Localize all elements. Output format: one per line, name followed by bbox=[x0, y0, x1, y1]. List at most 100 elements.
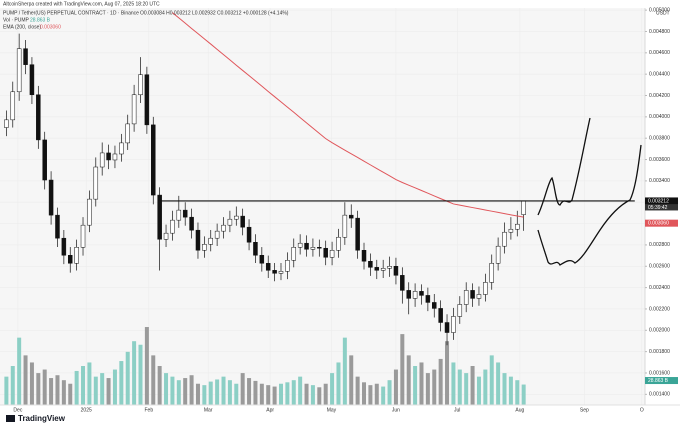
candle-body bbox=[23, 48, 28, 65]
candle-body bbox=[246, 226, 252, 243]
candle-body bbox=[259, 255, 265, 264]
volume-bar bbox=[438, 358, 443, 405]
volume-bar bbox=[189, 375, 194, 405]
candle-body bbox=[87, 198, 92, 226]
candle-body bbox=[106, 152, 111, 161]
volume-bar bbox=[521, 384, 526, 405]
volume-bar bbox=[81, 366, 86, 405]
volume-bar bbox=[323, 383, 328, 405]
axis-layer: 0.001400 0.001600 0.001800 0.002000 0.002200… bbox=[13, 7, 678, 413]
volume-bar bbox=[157, 366, 162, 405]
plot-area bbox=[0, 8, 645, 405]
volume-tag bbox=[645, 377, 678, 385]
candle-body bbox=[432, 302, 437, 309]
volume-bar bbox=[68, 383, 73, 405]
volume-bar bbox=[221, 376, 226, 405]
candle-body bbox=[317, 247, 322, 249]
volume-bar bbox=[387, 380, 392, 405]
candle-body bbox=[508, 228, 514, 233]
candle-body bbox=[163, 232, 169, 240]
volume-bar bbox=[176, 380, 181, 405]
candle-body bbox=[131, 94, 137, 125]
candle-body bbox=[483, 282, 488, 295]
volume-bar bbox=[476, 376, 481, 405]
y-tick-label: 0.002200 bbox=[649, 306, 670, 312]
candle-layer bbox=[4, 33, 526, 346]
volume-bar bbox=[119, 361, 124, 405]
volume-bar bbox=[259, 383, 264, 405]
x-tick-label: Apr bbox=[266, 407, 274, 413]
volume-bar bbox=[298, 376, 303, 405]
volume-bar bbox=[215, 379, 220, 405]
volume-bar bbox=[240, 373, 245, 405]
volume-bar bbox=[227, 380, 232, 405]
volume-bar bbox=[266, 385, 271, 405]
legend-volume-value: 28.863 B bbox=[30, 17, 51, 23]
candle-body bbox=[234, 215, 239, 220]
volume-bar bbox=[112, 369, 117, 405]
candle-body bbox=[214, 230, 220, 239]
candle-body bbox=[80, 224, 86, 248]
volume-bar bbox=[272, 386, 277, 405]
candle-body bbox=[227, 218, 233, 226]
volume-bar bbox=[87, 362, 92, 405]
volume-bar bbox=[349, 355, 354, 405]
candle-body bbox=[419, 291, 424, 296]
candle-body bbox=[4, 119, 9, 128]
volume-bar bbox=[355, 376, 360, 405]
candle-body bbox=[457, 304, 463, 317]
candle-body bbox=[125, 123, 130, 144]
volume-bar bbox=[413, 366, 418, 405]
volume-bar bbox=[74, 370, 79, 405]
candle-body bbox=[285, 260, 290, 272]
volume-bar bbox=[368, 385, 373, 405]
x-tick-label: Dec bbox=[13, 407, 22, 413]
x-tick-label: Feb bbox=[144, 407, 153, 413]
x-tick-label: 2025 bbox=[81, 407, 92, 413]
candle-body bbox=[342, 214, 348, 238]
volume-bar bbox=[502, 373, 507, 405]
volume-bar bbox=[234, 383, 239, 405]
candle-body bbox=[16, 48, 22, 93]
candle-body bbox=[144, 74, 150, 126]
volume-bar bbox=[310, 385, 315, 405]
last-price-tag bbox=[645, 197, 678, 205]
volume-bar bbox=[106, 378, 111, 405]
y-tick-label: 0.004400 bbox=[649, 71, 670, 77]
volume-bar bbox=[253, 380, 258, 405]
drawing-path bbox=[537, 144, 642, 266]
y-tick-label: 0.004600 bbox=[649, 50, 670, 56]
candle-body bbox=[74, 247, 79, 264]
volume-bar bbox=[29, 362, 34, 405]
volume-bar bbox=[61, 380, 66, 405]
candle-body bbox=[189, 216, 194, 231]
volume-bar bbox=[132, 341, 137, 405]
candle-body bbox=[112, 153, 118, 161]
candle-body bbox=[502, 231, 507, 247]
volume-bar bbox=[451, 362, 456, 405]
volume-bar bbox=[400, 334, 405, 405]
volume-bar bbox=[100, 373, 105, 405]
candle-body bbox=[48, 179, 54, 216]
volume-bar bbox=[55, 375, 60, 405]
footer-logo: TradingView bbox=[18, 414, 66, 423]
volume-bar bbox=[304, 383, 309, 405]
volume-bar bbox=[393, 369, 398, 405]
candle-body bbox=[138, 74, 143, 96]
volume-bar bbox=[342, 337, 347, 405]
candle-body bbox=[374, 267, 380, 271]
volume-bar bbox=[208, 381, 213, 405]
y-tick-label: 0.003400 bbox=[649, 178, 670, 184]
candle-body bbox=[170, 219, 175, 234]
volume-bar bbox=[138, 344, 143, 405]
volume-bar bbox=[285, 382, 290, 405]
x-tick-label: Jun bbox=[392, 407, 400, 413]
volume-bar bbox=[36, 373, 41, 405]
candle-body bbox=[182, 209, 188, 218]
y-tick-label: 0.002600 bbox=[649, 264, 670, 270]
candle-body bbox=[451, 316, 456, 333]
candle-body bbox=[361, 250, 367, 262]
volume-bar bbox=[23, 355, 28, 405]
candle-body bbox=[291, 247, 297, 261]
candle-body bbox=[157, 194, 162, 240]
